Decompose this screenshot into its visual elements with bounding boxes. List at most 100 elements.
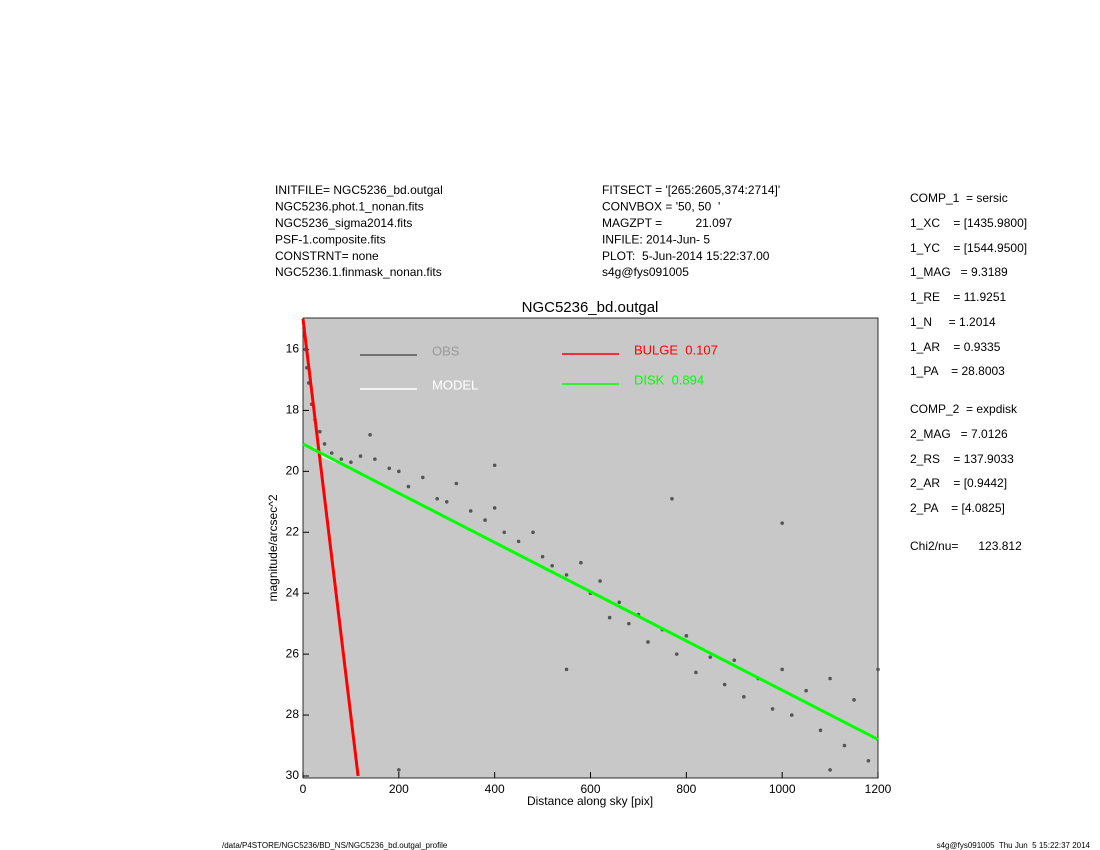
plot-area <box>302 317 879 779</box>
data-point <box>387 466 392 471</box>
y-tick-label: 18 <box>286 403 300 417</box>
y-tick-label: 22 <box>286 524 300 538</box>
data-point <box>670 496 674 501</box>
data-point <box>322 442 327 446</box>
data-point <box>722 682 727 687</box>
data-point <box>564 573 569 577</box>
data-point <box>852 698 856 702</box>
fit-parameter: 1_YC = [1544.9500] <box>910 241 1027 255</box>
fit-parameter: COMP_2 = expdisk <box>910 402 1018 416</box>
data-point <box>818 728 823 733</box>
data-point <box>397 768 401 772</box>
footer-right: s4g@fys091005 Thu Jun 5 15:22:37 2014 <box>937 841 1091 850</box>
data-point <box>531 530 535 535</box>
data-point <box>646 640 650 644</box>
data-point <box>598 579 602 583</box>
model-line <box>302 442 879 741</box>
header-text: PLOT: 5-Jun-2014 15:22:37.00 <box>602 249 770 263</box>
data-point <box>406 484 411 489</box>
data-point <box>502 530 507 535</box>
legend-label: OBS <box>432 343 460 358</box>
data-point <box>444 500 449 504</box>
data-point <box>694 670 698 675</box>
fit-parameter: 1_XC = [1435.9800] <box>910 216 1027 230</box>
data-point <box>397 469 401 474</box>
header-text: NGC5236.phot.1_nonan.fits <box>275 200 424 214</box>
header-text: s4g@fys091005 <box>602 265 689 279</box>
footer-left: /data/P4STORE/NGC5236/BD_NS/NGC5236_bd.o… <box>222 841 448 850</box>
fit-parameter: 2_MAG = 7.0126 <box>910 427 1008 441</box>
data-point <box>789 713 794 717</box>
data-point <box>550 563 554 568</box>
data-point <box>579 560 583 565</box>
data-point <box>742 694 746 699</box>
data-point <box>329 451 334 455</box>
data-point <box>804 688 808 693</box>
header-text: MAGZPT = 21.097 <box>602 216 732 230</box>
y-axis-label: magnitude/arcsec^2 <box>266 494 280 601</box>
data-point <box>708 655 713 659</box>
data-point <box>373 457 377 461</box>
data-point <box>842 743 847 748</box>
fit-parameter: 1_N = 1.2014 <box>910 315 996 329</box>
model-line <box>301 318 360 777</box>
data-point <box>780 667 784 672</box>
x-tick-label: 1200 <box>865 782 892 796</box>
data-point <box>483 518 487 522</box>
data-point <box>780 521 784 525</box>
legend-label: MODEL <box>432 377 478 392</box>
data-point <box>540 554 545 559</box>
data-point <box>627 621 631 626</box>
x-tick-label: 0 <box>300 782 307 796</box>
fit-parameter: Chi2/nu= 123.812 <box>910 539 1022 553</box>
header-text: NGC5236_sigma2014.fits <box>275 216 412 230</box>
y-tick-label: 16 <box>286 342 300 356</box>
data-point <box>349 460 353 464</box>
data-point <box>674 652 679 656</box>
data-point <box>617 600 622 605</box>
data-point <box>564 667 569 672</box>
data-point <box>339 457 344 461</box>
header-text: CONSTRNT= none <box>275 249 379 263</box>
legend-label: BULGE 0.107 <box>634 342 718 357</box>
x-tick-label: 800 <box>676 782 696 796</box>
y-tick-label: 28 <box>286 707 300 721</box>
data-point <box>317 429 322 434</box>
y-tick-label: 26 <box>286 646 300 660</box>
data-point <box>516 539 521 544</box>
fit-parameter: 2_AR = [0.9442] <box>910 476 1007 490</box>
data-point <box>866 758 871 763</box>
header-text: NGC5236.1.finmask_nonan.fits <box>275 265 442 279</box>
data-point <box>770 707 775 711</box>
data-point <box>492 506 497 510</box>
data-point <box>828 768 832 772</box>
chart-title: NGC5236_bd.outgal <box>522 299 659 316</box>
fit-parameter: 2_PA = [4.0825] <box>910 501 1005 515</box>
header-text: CONVBOX = '50, 50 ' <box>602 200 720 214</box>
x-tick-label: 600 <box>580 782 600 796</box>
fit-parameter: 1_PA = 28.8003 <box>910 364 1005 378</box>
data-point <box>492 463 497 468</box>
legend-label: DISK 0.894 <box>634 372 704 387</box>
data-point <box>828 676 832 681</box>
fit-parameter: COMP_1 = sersic <box>910 191 1008 205</box>
data-point <box>435 496 439 501</box>
fit-parameter: 1_AR = 0.9335 <box>910 340 1001 354</box>
header-text: INFILE: 2014-Jun- 5 <box>602 232 710 246</box>
y-tick-label: 30 <box>286 768 300 782</box>
fit-parameter: 1_MAG = 9.3189 <box>910 265 1008 279</box>
data-point <box>368 432 372 437</box>
data-point <box>684 634 689 638</box>
header-text: INITFILE= NGC5236_bd.outgal <box>275 183 443 197</box>
data-point <box>454 481 459 486</box>
x-axis-label: Distance along sky [pix] <box>527 794 653 808</box>
x-tick-label: 400 <box>485 782 505 796</box>
fit-parameter: 2_RS = 137.9033 <box>910 452 1014 466</box>
x-tick-label: 200 <box>389 782 409 796</box>
data-point <box>468 509 473 513</box>
y-tick-label: 24 <box>286 585 300 599</box>
header-text: PSF-1.composite.fits <box>275 232 386 246</box>
fit-parameter: 1_RE = 11.9251 <box>910 290 1007 304</box>
x-tick-label: 1000 <box>769 782 796 796</box>
